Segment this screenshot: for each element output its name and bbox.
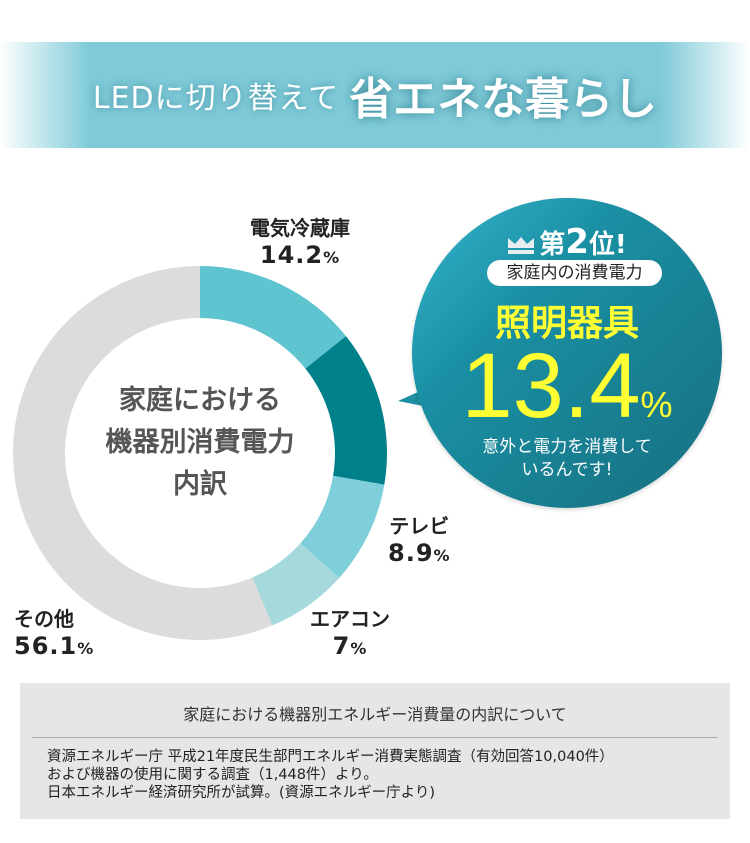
source-line: 資源エネルギー庁 平成21年度民生部門エネルギー消費実態調査（有効回答10,04…	[47, 749, 614, 765]
label-fridge: 電気冷蔵庫 14.2%	[250, 212, 350, 269]
title-banner: LEDに切り替えて 省エネな暮らし	[0, 42, 750, 148]
rank-prefix: 第	[539, 230, 566, 260]
value-label: 56.1	[14, 632, 78, 660]
divider	[32, 737, 718, 738]
label-aircon: エアコン 7%	[310, 603, 390, 660]
donut-slice-1	[305, 336, 387, 485]
category-label: エアコン	[310, 607, 390, 631]
callout-circle	[412, 198, 722, 508]
highlight-unit: %	[640, 384, 673, 425]
category-label: テレビ	[389, 514, 450, 538]
highlight-number: 13.4	[461, 335, 641, 437]
label-other: その他 56.1%	[14, 603, 94, 660]
rank-heading: 第2位!	[404, 222, 730, 262]
title-light: LEDに切り替えて	[92, 81, 340, 116]
donut-slice-4	[12, 266, 273, 640]
note-line: いるんです!	[521, 460, 613, 480]
rank-suffix: 位!	[588, 230, 627, 260]
donut-slice-0	[200, 266, 346, 369]
crown-icon	[508, 237, 535, 254]
unit-label: %	[323, 248, 341, 267]
donut-slice-2	[300, 475, 385, 578]
donut-chart	[12, 266, 387, 640]
unit-label: %	[77, 639, 95, 658]
rank-number: 2	[565, 222, 589, 262]
source-heading: 家庭における機器別エネルギー消費量の内訳について	[183, 705, 567, 724]
category-pill: 家庭内の消費電力	[487, 260, 662, 286]
source-line: 日本エネルギー経済研究所が試算。(資源エネルギー庁より)	[47, 785, 436, 801]
chart-title-line: 機器別消費電力	[105, 427, 295, 458]
highlight-value: 13.4%	[404, 336, 730, 455]
donut-slice-3	[252, 543, 340, 626]
chart-title: 家庭における 機器別消費電力 内訳	[90, 380, 310, 506]
source-line: および機器の使用に関する調査（1,448件）より。	[47, 767, 378, 783]
label-tv: テレビ 8.9%	[388, 510, 451, 567]
title-bold: 省エネな暮らし	[349, 74, 658, 125]
note-line: 意外と電力を消費して	[482, 437, 652, 457]
value-label: 7	[332, 632, 351, 660]
highlight-item: 照明器具	[494, 303, 639, 344]
value-label: 14.2	[259, 241, 324, 269]
unit-label: %	[350, 639, 368, 658]
callout-bubble: 第2位! 家庭内の消費電力 照明器具 13.4% 意外と電力を消費して いるんで…	[398, 198, 724, 518]
category-label: その他	[14, 607, 74, 631]
source-box: 家庭における機器別エネルギー消費量の内訳について 資源エネルギー庁 平成21年度…	[20, 683, 730, 819]
value-label: 8.9	[388, 539, 434, 567]
category-label: 電気冷蔵庫	[250, 216, 350, 240]
unit-label: %	[433, 546, 451, 565]
chart-title-line: 内訳	[173, 469, 227, 500]
callout-note: 意外と電力を消費して いるんです!	[404, 436, 730, 482]
chart-title-line: 家庭における	[119, 385, 281, 416]
